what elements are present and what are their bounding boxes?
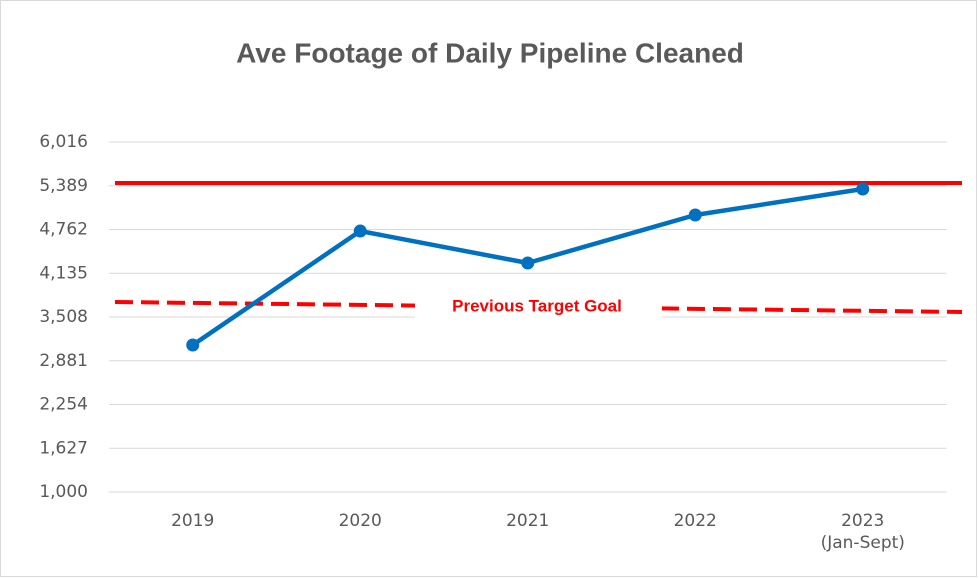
x-tick-label: 2023 (Jan-Sept): [820, 511, 905, 553]
y-tick-label: 4,762: [39, 220, 88, 240]
reference-label: Previous Target Goal: [452, 296, 622, 315]
y-tick-label: 6,016: [39, 132, 88, 152]
x-tick-label: 2022: [673, 511, 717, 531]
x-tick-label: 2019: [171, 511, 215, 531]
data-point: [856, 182, 870, 196]
data-point: [688, 208, 702, 222]
y-tick-label: 2,254: [39, 395, 88, 415]
x-tick-label: 2021: [506, 511, 550, 531]
y-tick-label: 2,881: [39, 351, 88, 371]
y-tick-label: 5,389: [39, 176, 88, 196]
label-background: [415, 294, 662, 319]
y-tick-label: 3,508: [39, 307, 88, 327]
y-tick-label: 1,627: [39, 438, 88, 458]
data-point: [521, 256, 535, 270]
chart-title: Ave Footage of Daily Pipeline Cleaned: [236, 37, 744, 68]
y-tick-label: 4,135: [39, 263, 88, 283]
y-tick-label: 1,000: [39, 482, 88, 502]
data-point: [353, 224, 367, 238]
x-tick-label: 2020: [338, 511, 382, 531]
data-point: [186, 338, 200, 352]
